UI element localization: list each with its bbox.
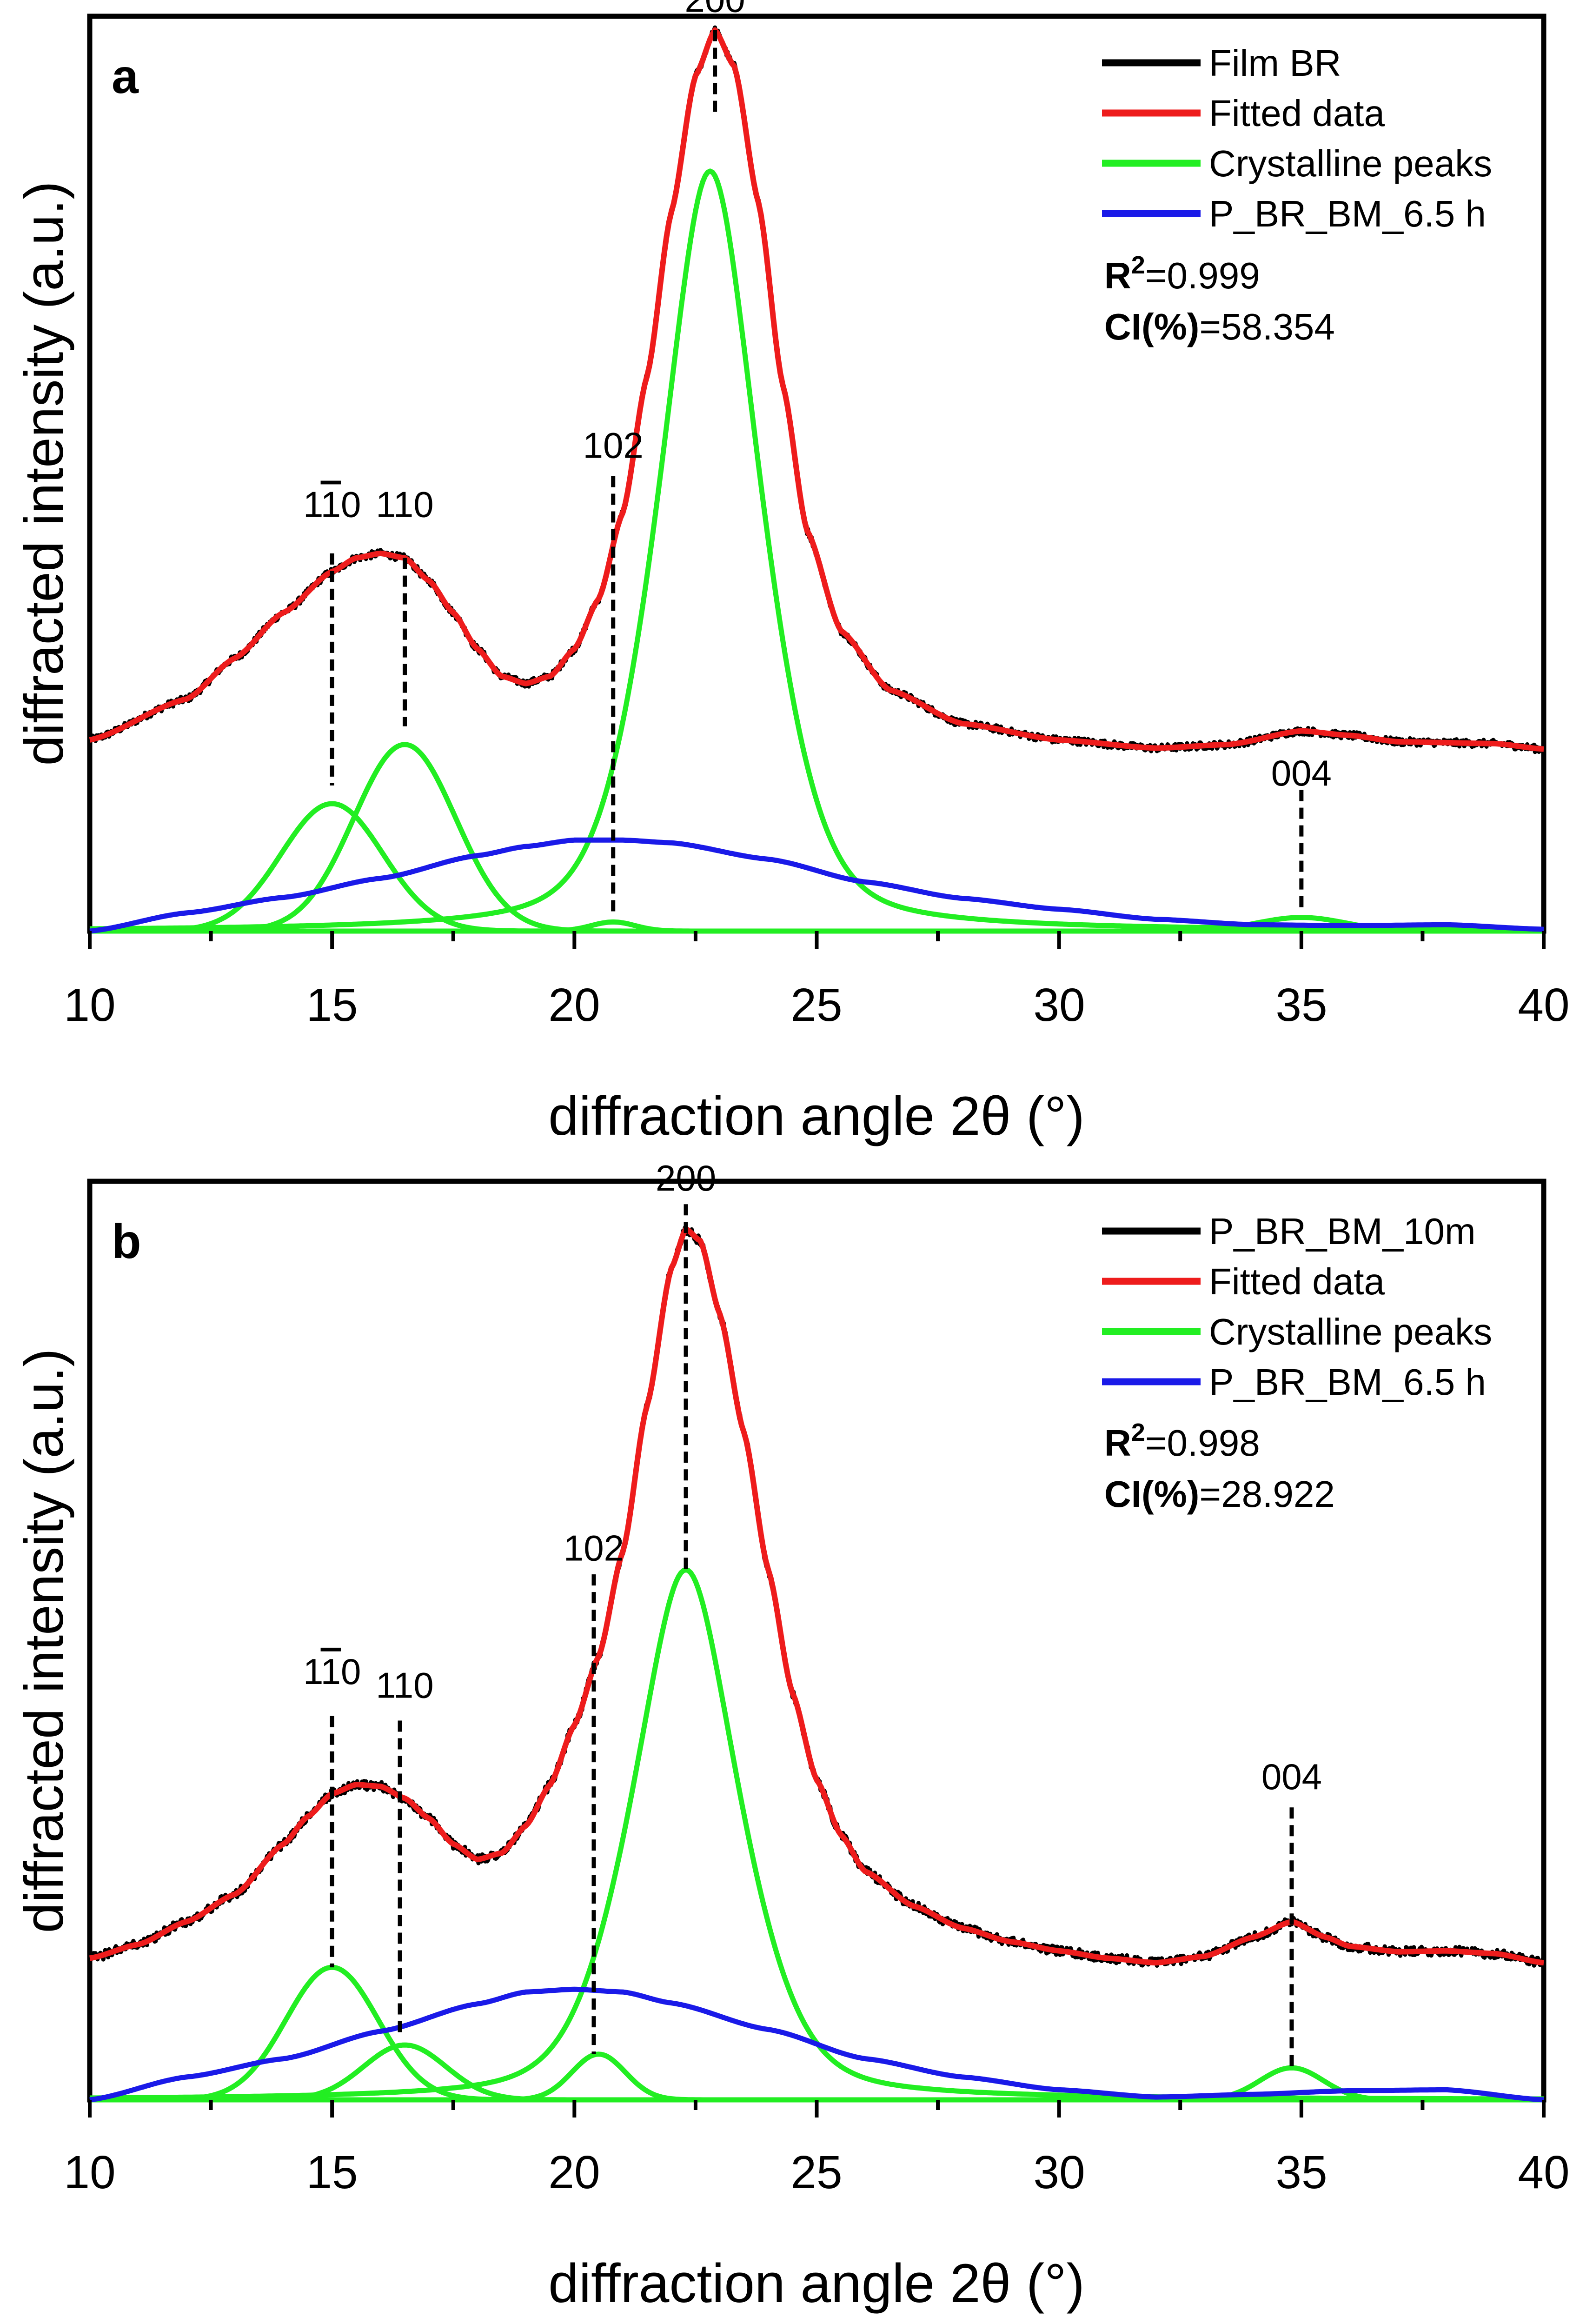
x-tick-label: 10: [64, 2146, 115, 2198]
x-tick-label: 30: [1033, 2146, 1085, 2198]
panel-a-r-squared: R2=0.999: [1104, 251, 1260, 296]
legend-entry-crystalline: Crystalline peaks: [1209, 1311, 1492, 1352]
measured-pattern: [87, 25, 1545, 754]
y-axis-title: diffracted intensity (a.u.): [13, 181, 75, 766]
panel-b-peak-markers: [330, 1204, 1294, 2068]
peak-label-200: 200: [656, 1158, 716, 1199]
peak-label-004: 004: [1261, 1756, 1322, 1797]
legend-entry-amorphous: P_BR_BM_6.5 h: [1209, 1361, 1486, 1403]
panel-a-letter: a: [112, 50, 139, 104]
x-tick-label: 20: [548, 2146, 600, 2198]
x-tick-label: 15: [306, 2146, 358, 2198]
crystalline-peak-4: [89, 1567, 1544, 2102]
x-axis-title: diffraction angle 2θ (°): [548, 2253, 1085, 2314]
x-tick-label: 40: [1518, 979, 1569, 1031]
legend-entry-measured: P_BR_BM_10m: [1209, 1211, 1476, 1252]
amorphous-curve: [89, 837, 1544, 934]
x-tick-label: 35: [1275, 979, 1327, 1031]
legend-entry-crystalline: Crystalline peaks: [1209, 143, 1492, 184]
amorphous-curve: [89, 1986, 1544, 2103]
legend-entry-amorphous: P_BR_BM_6.5 h: [1209, 193, 1486, 234]
legend-entry-fitted: Fitted data: [1209, 93, 1385, 134]
y-axis-title: diffracted intensity (a.u.): [13, 1348, 75, 1933]
panel-b-x-ticks: [88, 2100, 1546, 2118]
panel-a-x-ticks: [88, 931, 1546, 949]
x-tick-label: 30: [1033, 979, 1085, 1031]
x-tick-label: 35: [1275, 2146, 1327, 2198]
x-tick-label: 20: [548, 979, 600, 1031]
panel-b-legend: P_BR_BM_10m Fitted data Crystalline peak…: [1102, 1211, 1492, 1403]
x-tick-label: 25: [790, 2146, 842, 2198]
peak-label-102: 102: [564, 1528, 624, 1569]
x-axis-title: diffraction angle 2θ (°): [548, 1085, 1085, 1147]
peak-label-1-bar-1-0: 110: [303, 484, 361, 525]
peak-label-004: 004: [1271, 752, 1332, 793]
panel-b-crystallinity: CI(%)=28.922: [1104, 1473, 1335, 1515]
legend-entry-fitted: Fitted data: [1209, 1261, 1385, 1302]
legend-entry-measured: Film BR: [1209, 42, 1341, 84]
peak-label-110: 110: [376, 1665, 433, 1705]
crystalline-peak-1: [89, 801, 1544, 934]
panel-b-letter: b: [112, 1215, 141, 1269]
peak-label-200: 200: [685, 0, 745, 20]
x-tick-label: 25: [790, 979, 842, 1031]
peak-label-1-bar-1-0: 110: [303, 1651, 361, 1692]
panel-b: b P_BR_BM_10m Fitted data Crystalline pe…: [13, 1158, 1570, 2314]
x-tick-label: 40: [1518, 2146, 1569, 2198]
crystalline-peak-4: [89, 168, 1544, 932]
panel-a-peak-markers: [330, 30, 1304, 913]
peak-label-102: 102: [583, 425, 644, 466]
fitted-curve: [89, 27, 1544, 752]
panel-a: a Film BR Fitted data Crystalline peaks …: [13, 0, 1570, 1147]
panel-b-r-squared: R2=0.998: [1104, 1418, 1260, 1464]
peak-label-110: 110: [376, 484, 433, 525]
panel-a-legend: Film BR Fitted data Crystalline peaks P_…: [1102, 42, 1492, 234]
x-tick-label: 10: [64, 979, 115, 1031]
x-tick-label: 15: [306, 979, 358, 1031]
panel-a-crystallinity: CI(%)=58.354: [1104, 306, 1335, 347]
